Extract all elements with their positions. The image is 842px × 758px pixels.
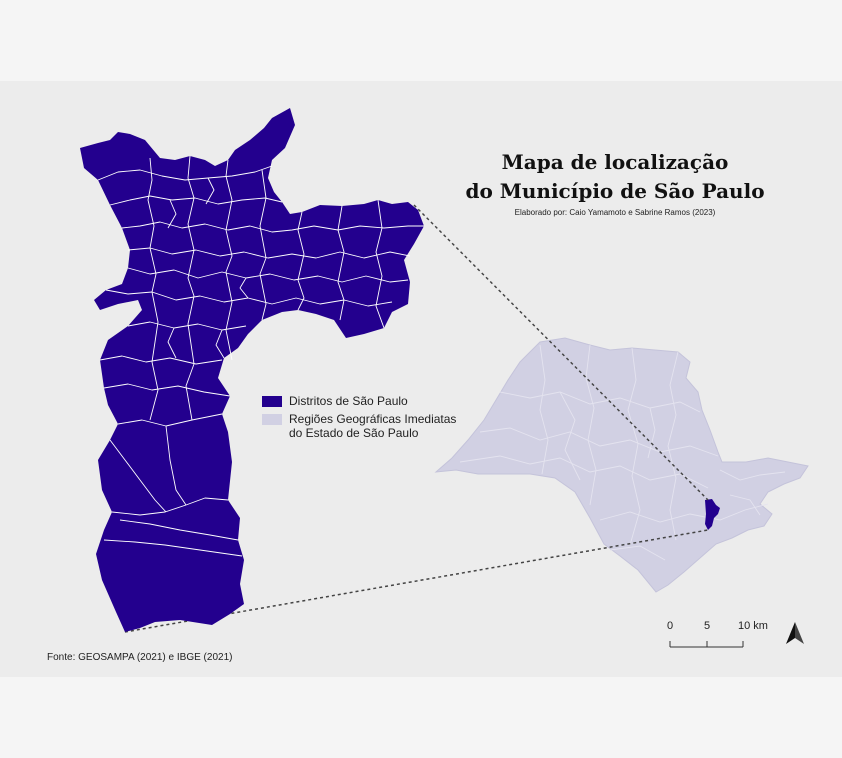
legend-swatch-districts bbox=[262, 396, 282, 407]
legend-item-regions: Regiões Geográficas Imediatas do Estado … bbox=[262, 412, 459, 440]
scale-tick-5: 5 bbox=[704, 620, 711, 632]
municipality-outline bbox=[80, 108, 424, 632]
north-arrow-icon bbox=[786, 622, 804, 644]
state-outline bbox=[434, 337, 809, 593]
municipality-districts bbox=[80, 108, 424, 632]
scale-tick-10: 10 km bbox=[738, 620, 768, 632]
map-title-line2: do Município de São Paulo bbox=[465, 179, 765, 203]
district-borders bbox=[97, 155, 424, 557]
scale-tick-0: 0 bbox=[667, 620, 674, 632]
legend-swatch-regions bbox=[262, 414, 282, 425]
legend-item-districts: Distritos de São Paulo bbox=[262, 394, 459, 408]
legend-label-districts: Distritos de São Paulo bbox=[289, 394, 408, 408]
scale-bar bbox=[669, 641, 744, 648]
map-source: Fonte: GEOSAMPA (2021) e IBGE (2021) bbox=[47, 652, 233, 663]
legend-label-regions: Regiões Geográficas Imediatas do Estado … bbox=[289, 412, 457, 440]
map-title: Mapa de localização do Município de São … bbox=[440, 148, 790, 206]
map-title-line1: Mapa de localização bbox=[501, 150, 729, 174]
state-sao-paulo-regions bbox=[434, 337, 809, 593]
region-borders bbox=[459, 344, 786, 561]
map-credit: Elaborado por: Caio Yamamoto e Sabrine R… bbox=[514, 208, 716, 217]
municipality-highlight bbox=[705, 499, 720, 530]
map-legend: Distritos de São Paulo Regiões Geográfic… bbox=[262, 394, 459, 444]
